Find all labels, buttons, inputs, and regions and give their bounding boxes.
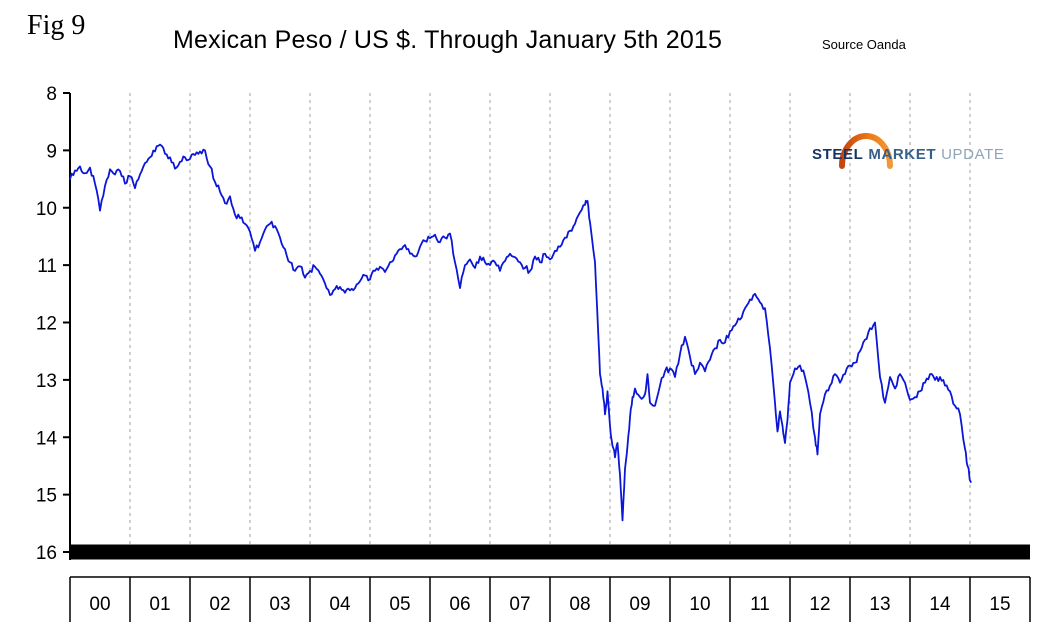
y-tick-label: 13 <box>36 371 57 392</box>
y-tick-label: 10 <box>36 199 57 220</box>
x-tick-label: 00 <box>89 594 110 615</box>
x-tick-label: 15 <box>989 594 1010 615</box>
logo-word-update: UPDATE <box>941 146 1005 163</box>
logo-orange-swoosh-icon <box>839 133 893 169</box>
y-tick-label: 16 <box>36 543 57 564</box>
y-tick-label: 9 <box>46 141 57 162</box>
x-tick-label: 14 <box>929 594 951 615</box>
y-tick-label: 14 <box>36 428 58 449</box>
y-tick-label: 12 <box>36 314 57 335</box>
x-tick-label: 09 <box>629 594 650 615</box>
logo-word-market: MARKET <box>868 146 937 163</box>
source-label: Source Oanda <box>822 37 906 52</box>
y-tick-label: 8 <box>46 84 57 105</box>
x-tick-label: 08 <box>569 594 590 615</box>
x-tick-label: 10 <box>689 594 710 615</box>
logo-text: STEEL MARKET UPDATE <box>812 146 1004 163</box>
x-tick-label: 13 <box>869 594 890 615</box>
x-tick-label: 04 <box>329 594 351 615</box>
logo-word-steel: STEEL <box>812 146 864 163</box>
x-tick-label: 06 <box>449 594 470 615</box>
baseline-bar <box>70 544 1030 560</box>
x-tick-label: 03 <box>269 594 290 615</box>
x-tick-label: 12 <box>809 594 830 615</box>
x-tick-label: 07 <box>509 594 530 615</box>
chart-title: Mexican Peso / US $. Through January 5th… <box>173 26 723 54</box>
y-tick-label: 11 <box>37 256 57 277</box>
figure-label: Fig 9 <box>27 10 86 41</box>
x-tick-label: 01 <box>149 594 170 615</box>
x-tick-label: 05 <box>389 594 410 615</box>
y-tick-label: 15 <box>36 486 57 507</box>
steel-market-update-logo: STEEL MARKET UPDATE <box>800 126 1015 174</box>
x-tick-label: 11 <box>750 594 770 615</box>
exchange-rate-series-line <box>69 143 972 522</box>
x-tick-label: 02 <box>209 594 230 615</box>
